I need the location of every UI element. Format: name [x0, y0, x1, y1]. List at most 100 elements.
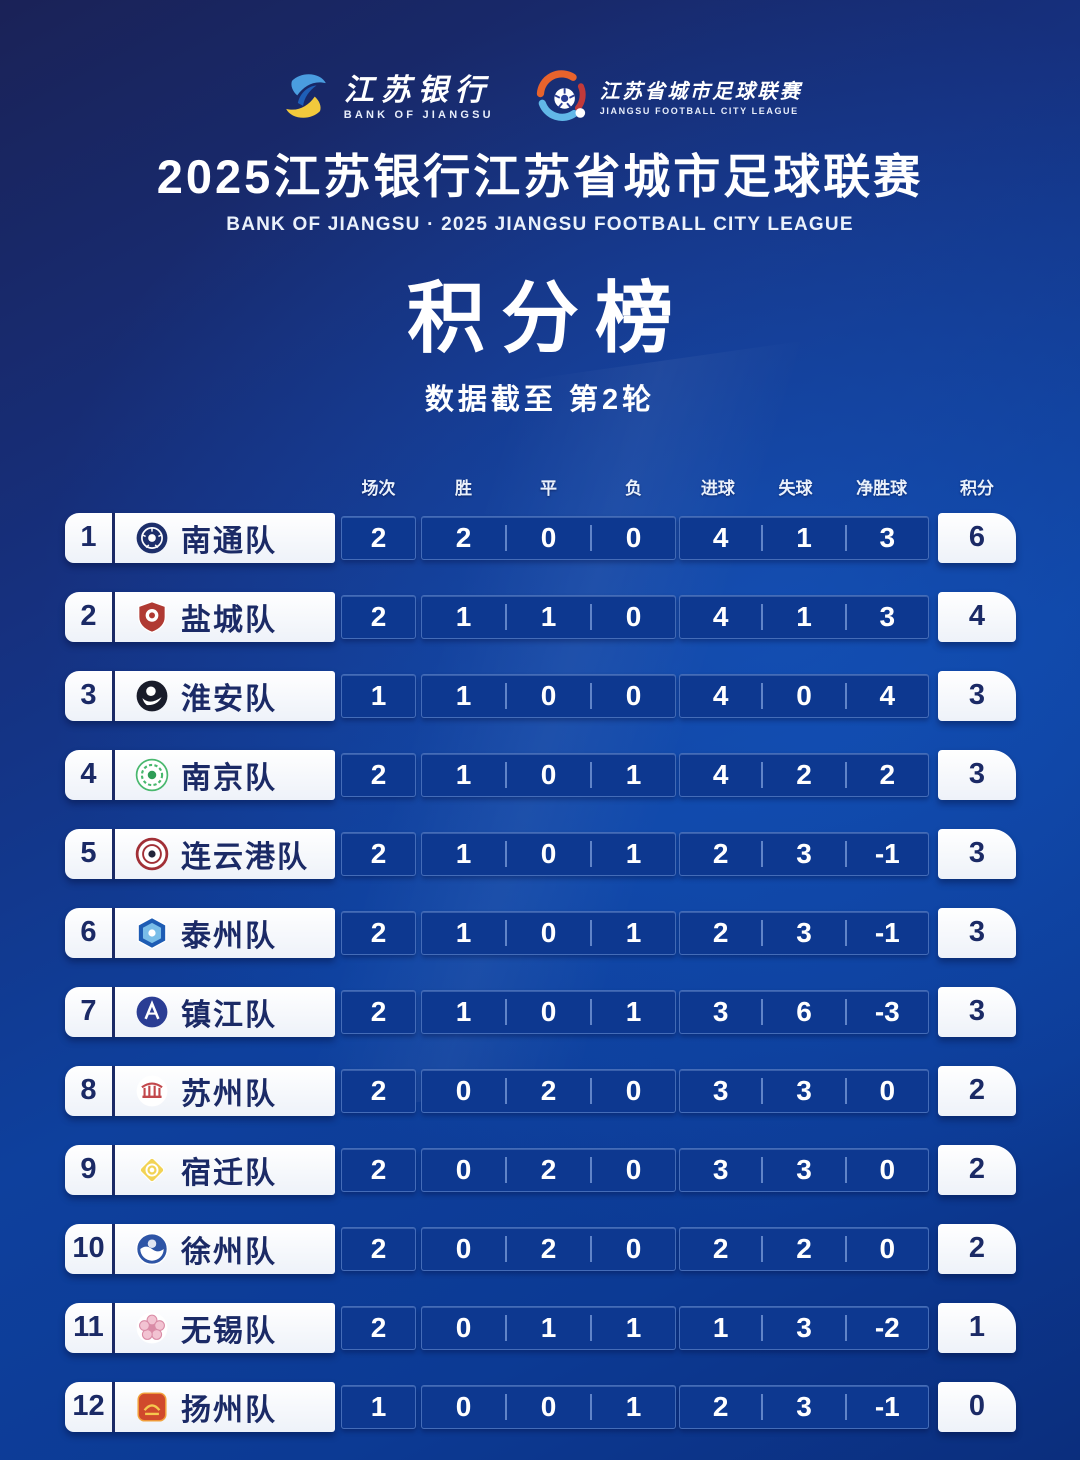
team-logo-icon	[135, 1232, 169, 1266]
team-name: 连云港队	[181, 840, 309, 874]
wdl-cell: 0 0 1	[421, 1384, 676, 1429]
cell-divider	[590, 761, 592, 788]
column-label: 胜	[455, 478, 472, 498]
team-logo-icon	[135, 600, 169, 634]
goal-diff-value: 3	[879, 521, 896, 553]
team-pill: 1 南通队	[65, 512, 335, 563]
goals-cell: 2 2 0	[679, 1226, 929, 1271]
goals-cell: 4 1 3	[679, 594, 929, 639]
draws-value: 1	[540, 600, 557, 632]
points-cell: 2	[938, 1144, 1016, 1195]
draws-value: 0	[540, 1390, 557, 1422]
header-logos: 江苏银行 BANK OF JIANGSU 江苏省城市足球联赛 JIANGSU F…	[0, 60, 1080, 136]
points-cell: 3	[938, 907, 1016, 958]
team-pill: 5 连云港队	[65, 828, 335, 879]
cell-divider	[505, 682, 507, 709]
goals-cell: 3 6 -3	[679, 989, 929, 1034]
points-cell: 3	[938, 986, 1016, 1037]
goals-for-value: 4	[712, 600, 729, 632]
cell-divider	[505, 1077, 507, 1104]
points-cell: 2	[938, 1065, 1016, 1116]
goals-against-value: 3	[796, 1311, 812, 1343]
table-row: 5 连云港队 2 1 0 1 2 3 -1 3	[65, 828, 1016, 879]
team-name: 扬州队	[181, 1393, 277, 1427]
data-cutoff-note: 数据截至 第2轮	[424, 383, 656, 416]
goals-cell: 1 3 -2	[679, 1305, 929, 1350]
points-cell: 3	[938, 749, 1016, 800]
goal-diff-value: 0	[879, 1232, 896, 1264]
goal-diff-value: 0	[879, 1074, 896, 1106]
team-pill: 11 无锡队	[65, 1302, 335, 1353]
cell-divider	[761, 840, 764, 867]
played-value: 2	[370, 1232, 387, 1264]
team-name: 宿迁队	[181, 1156, 277, 1190]
column-label: 进球	[700, 478, 735, 498]
points-value: 3	[968, 837, 986, 870]
played-cell: 1	[341, 673, 416, 718]
wdl-cell: 1 0 1	[421, 910, 676, 955]
goals-cell: 4 0 4	[679, 673, 929, 718]
goals-for-value: 2	[712, 837, 729, 869]
cell-divider	[590, 1235, 592, 1262]
league-logo-en-text: JIANGSU FOOTBALL CITY LEAGUE	[599, 105, 799, 116]
played-value: 2	[370, 837, 387, 869]
bank-logo-cn-text: 江苏银行	[343, 73, 492, 107]
cell-divider	[844, 1235, 847, 1262]
cell-divider	[761, 1077, 764, 1104]
played-value: 2	[370, 758, 387, 790]
played-cell: 2	[341, 515, 416, 560]
rank: 4	[80, 758, 97, 791]
wins-value: 0	[455, 1232, 472, 1264]
bank-of-jiangsu-logo-icon	[278, 68, 334, 129]
losses-value: 1	[625, 837, 642, 869]
points-value: 1	[968, 1311, 986, 1344]
rank: 6	[80, 916, 97, 949]
points-cell: 0	[938, 1381, 1016, 1432]
team-pill: 6 泰州队	[65, 907, 335, 958]
wdl-cell: 0 2 0	[421, 1147, 676, 1192]
losses-value: 0	[625, 1153, 642, 1185]
table-row: 2 盐城队 2 1 1 0 4 1 3 4	[65, 591, 1016, 642]
cell-divider	[761, 1156, 764, 1183]
cell-divider	[590, 998, 592, 1025]
goal-diff-value: -3	[874, 995, 900, 1027]
cell-divider	[590, 1077, 592, 1104]
table-row: 6 泰州队 2 1 0 1 2 3 -1 3	[65, 907, 1016, 958]
team-logo-icon	[135, 1311, 169, 1345]
cell-divider	[505, 761, 507, 788]
team-name: 南京队	[181, 761, 277, 795]
cell-divider	[590, 1393, 592, 1420]
goals-cell: 3 3 0	[679, 1147, 929, 1192]
rank-divider	[112, 828, 115, 879]
played-value: 2	[370, 1311, 387, 1343]
points-cell: 6	[938, 512, 1016, 563]
goals-for-value: 3	[712, 1153, 729, 1185]
played-cell: 2	[341, 594, 416, 639]
goals-cell: 3 3 0	[679, 1068, 929, 1113]
rank: 5	[80, 837, 97, 870]
wins-value: 0	[455, 1390, 472, 1422]
cell-divider	[844, 1393, 847, 1420]
column-label: 平	[540, 478, 557, 498]
team-name: 泰州队	[181, 919, 277, 953]
goals-for-value: 2	[712, 1232, 729, 1264]
rank-divider	[112, 1302, 115, 1353]
team-logo-icon	[135, 679, 169, 713]
goals-cell: 4 1 3	[679, 515, 929, 560]
cell-divider	[590, 1314, 592, 1341]
team-name: 盐城队	[181, 603, 277, 637]
goals-against-value: 3	[796, 1153, 812, 1185]
team-pill: 4 南京队	[65, 749, 335, 800]
column-header-goals: 进球 失球 净胜球	[679, 474, 929, 499]
draws-value: 1	[540, 1311, 557, 1343]
cell-divider	[505, 524, 507, 551]
goal-diff-value: 0	[879, 1153, 896, 1185]
wdl-cell: 1 0 1	[421, 831, 676, 876]
team-pill: 10 徐州队	[65, 1223, 335, 1274]
rank: 9	[80, 1153, 97, 1186]
team-pill: 9 宿迁队	[65, 1144, 335, 1195]
cell-divider	[505, 1235, 507, 1262]
cell-divider	[844, 682, 847, 709]
table-row: 3 淮安队 1 1 0 0 4 0 4 3	[65, 670, 1016, 721]
